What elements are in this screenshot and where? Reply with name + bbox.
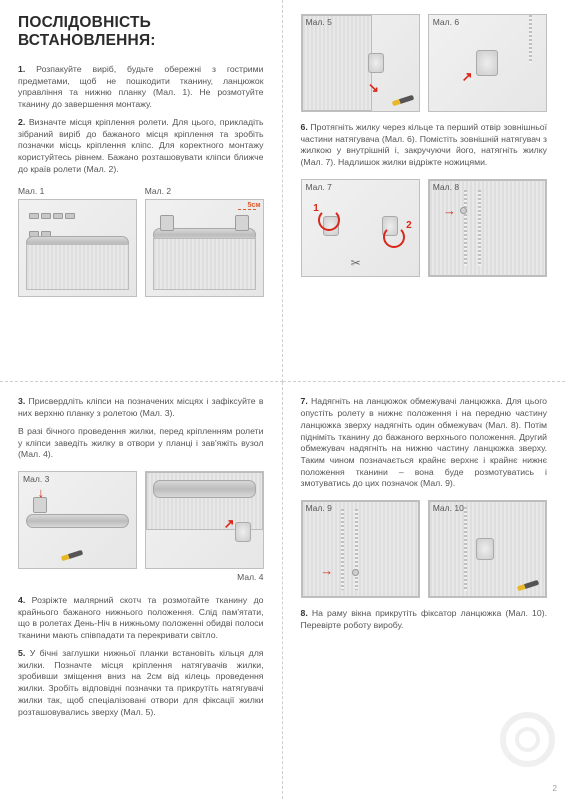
step-2-text: Визначте місця кріплення ролети. Для цьо… (18, 117, 264, 174)
step-3-text: Присвердліть кліпси на позначених місцях… (18, 396, 264, 418)
figure-7-label: Мал. 7 (306, 182, 332, 192)
page-title: ПОСЛІДОВНІСТЬ ВСТАНОВЛЕННЯ: (18, 14, 264, 50)
step-8-text: На раму вікна прикрутіть фіксатор ланцюж… (301, 608, 548, 630)
figure-3-label: Мал. 3 (23, 474, 49, 484)
figure-row-9-10: Мал. 9 → Мал. 10 (301, 500, 548, 598)
figure-10: Мал. 10 (428, 500, 547, 598)
figure-2-dimension: 5см (248, 202, 261, 209)
figure-3: Мал. 3 ↓ (18, 471, 137, 585)
step-3: 3. Присвердліть кліпси на позначених міс… (18, 396, 264, 419)
watermark-icon (500, 712, 555, 767)
figure-7: Мал. 7 1 2 ✂ (301, 179, 420, 277)
figure-8: Мал. 8 → (428, 179, 547, 277)
instruction-page: ПОСЛІДОВНІСТЬ ВСТАНОВЛЕННЯ: 1. Розпакуйт… (0, 0, 565, 799)
figure-row-3-4: Мал. 3 ↓ ↗ Мал. 4 (18, 471, 264, 585)
step-5: 5. У бічні заглушки нижньої планки встан… (18, 648, 264, 718)
quadrant-top-right: Мал. 5 ↘ Мал. 6 ↗ 6. Протягніть жилку че… (283, 0, 565, 382)
step-6: 6. Протягніть жилку через кільце та перш… (301, 122, 548, 169)
step-3-note: В разі бічного проведення жилки, перед к… (18, 426, 264, 461)
step-1-text: Розпакуйте виріб, будьте обережні з гост… (18, 64, 264, 109)
step-7: 7. Надягніть на ланцюжок обмежувачі ланц… (301, 396, 548, 490)
figure-4-illustration: ↗ (145, 471, 264, 569)
step-6-text: Протягніть жилку через кільце та перший … (301, 122, 548, 167)
figure-9: Мал. 9 → (301, 500, 420, 598)
figure-6-illustration: ↗ (428, 14, 547, 112)
figure-9-label: Мал. 9 (306, 503, 332, 513)
figure-10-illustration (428, 500, 547, 598)
step-5-text: У бічні заглушки нижньої планки встанові… (18, 648, 264, 717)
step-1: 1. Розпакуйте виріб, будьте обережні з г… (18, 64, 264, 111)
step-4: 4. Розріжте малярний скотч та розмотайте… (18, 595, 264, 642)
figure-6: Мал. 6 ↗ (428, 14, 547, 112)
page-number: 2 (553, 784, 557, 793)
figure-1-illustration (18, 199, 137, 297)
figure-3-illustration: ↓ (18, 471, 137, 569)
figure-5: Мал. 5 ↘ (301, 14, 420, 112)
figure-5-label: Мал. 5 (306, 17, 332, 27)
figure-1-label: Мал. 1 (18, 186, 137, 196)
figure-5-illustration: ↘ (301, 14, 420, 112)
figure-4: ↗ Мал. 4 (145, 471, 264, 585)
figure-8-label: Мал. 8 (433, 182, 459, 192)
step-4-text: Розріжте малярний скотч та розмотайте тк… (18, 595, 264, 640)
step-8: 8. На раму вікна прикрутіть фіксатор лан… (301, 608, 548, 631)
figure-6-label: Мал. 6 (433, 17, 459, 27)
figure-2: Мал. 2 5см (145, 186, 264, 297)
figure-2-label: Мал. 2 (145, 186, 264, 196)
figure-8-illustration: → (428, 179, 547, 277)
figure-2-illustration: 5см (145, 199, 264, 297)
figure-row-7-8: Мал. 7 1 2 ✂ Мал. 8 → (301, 179, 548, 277)
step-7-text: Надягніть на ланцюжок обмежувачі ланцюжк… (301, 396, 548, 488)
step-2: 2. Визначте місця кріплення ролети. Для … (18, 117, 264, 176)
figure-7-illustration: 1 2 ✂ (301, 179, 420, 277)
quadrant-bottom-right: 7. Надягніть на ланцюжок обмежувачі ланц… (283, 382, 565, 799)
figure-1: Мал. 1 (18, 186, 137, 297)
quadrant-top-left: ПОСЛІДОВНІСТЬ ВСТАНОВЛЕННЯ: 1. Розпакуйт… (0, 0, 283, 382)
figure-9-illustration: → (301, 500, 420, 598)
figure-row-1-2: Мал. 1 Мал. 2 5см (18, 186, 264, 297)
figure-row-5-6: Мал. 5 ↘ Мал. 6 ↗ (301, 14, 548, 112)
quadrant-bottom-left: 3. Присвердліть кліпси на позначених міс… (0, 382, 283, 799)
figure-10-label: Мал. 10 (433, 503, 464, 513)
figure-4-label: Мал. 4 (145, 572, 264, 582)
